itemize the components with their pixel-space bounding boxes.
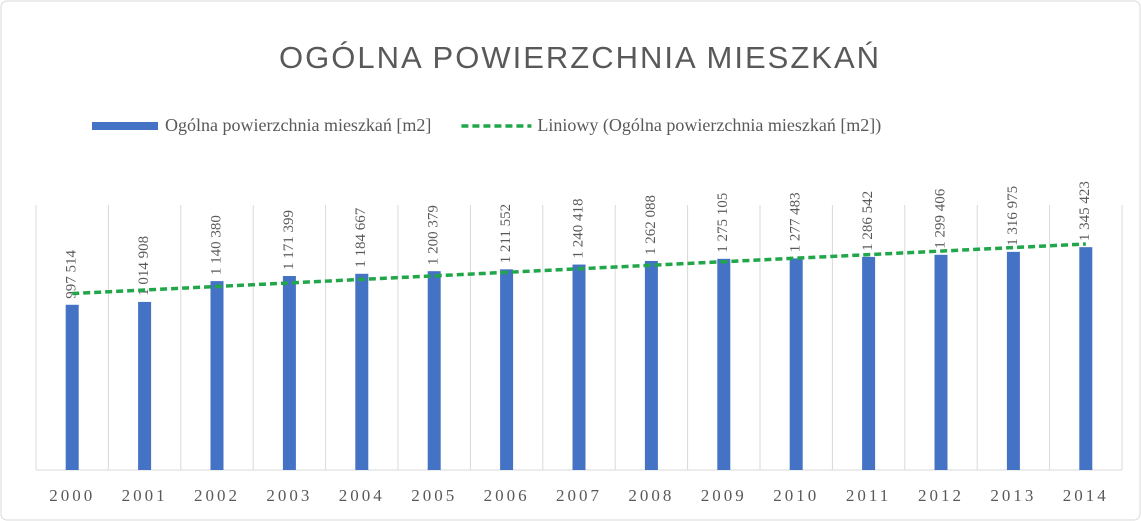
- data-label: 997 514: [64, 250, 80, 299]
- x-tick-label: 2014: [1063, 486, 1109, 505]
- x-tick-label: 2013: [990, 486, 1036, 505]
- bar: [1079, 247, 1093, 470]
- bar: [572, 264, 586, 470]
- trend-line: [72, 242, 1086, 296]
- data-label: 1 211 552: [498, 204, 514, 263]
- bar: [789, 258, 803, 470]
- bar: [210, 281, 224, 470]
- data-label: 1 014 908: [136, 236, 152, 296]
- bar: [138, 301, 152, 470]
- bar: [862, 256, 876, 470]
- data-label: 1 240 418: [570, 199, 586, 259]
- data-label: 1 171 399: [281, 210, 297, 270]
- x-tick-label: 2000: [49, 486, 95, 505]
- x-tick-label: 2004: [339, 486, 385, 505]
- x-tick-label: 2009: [701, 486, 747, 505]
- data-label: 1 262 088: [643, 195, 659, 255]
- data-label: 1 277 483: [788, 192, 804, 252]
- bar: [934, 254, 948, 470]
- bar: [500, 269, 514, 470]
- bar: [717, 258, 731, 470]
- legend-swatch: [92, 122, 158, 130]
- data-label: 1 184 667: [353, 207, 369, 268]
- data-label: 1 345 423: [1077, 181, 1093, 241]
- x-tick-label: 2010: [773, 486, 819, 505]
- x-tick-label: 2003: [266, 486, 312, 505]
- bar: [1006, 251, 1020, 470]
- x-tick-label: 2001: [122, 486, 168, 505]
- x-tick-label: 2008: [628, 486, 674, 505]
- data-label: 1 316 975: [1005, 186, 1021, 246]
- bar: [644, 260, 658, 470]
- bar: [355, 273, 369, 470]
- bar: [282, 275, 296, 470]
- data-label: 1 140 380: [208, 215, 224, 275]
- x-tick-label: 2006: [484, 486, 530, 505]
- x-tick-label: 2011: [846, 486, 891, 505]
- data-label: 1 200 379: [426, 205, 442, 265]
- legend-label: Liniowy (Ogólna powierzchnia mieszkań [m…: [537, 115, 881, 136]
- legend-label: Ogólna powierzchnia mieszkań [m2]: [165, 115, 431, 135]
- data-label: 1 286 542: [860, 191, 876, 251]
- x-tick-label: 2005: [411, 486, 457, 505]
- bar: [427, 271, 441, 470]
- data-label: 1 275 105: [715, 193, 731, 253]
- x-tick-label: 2012: [918, 486, 964, 505]
- x-tick-label: 2007: [556, 486, 602, 505]
- chart-title: OGÓLNA POWIERZCHNIA MIESZKAŃ: [279, 40, 881, 75]
- x-tick-label: 2002: [194, 486, 240, 505]
- bar: [65, 304, 79, 470]
- data-label: 1 299 406: [932, 188, 948, 249]
